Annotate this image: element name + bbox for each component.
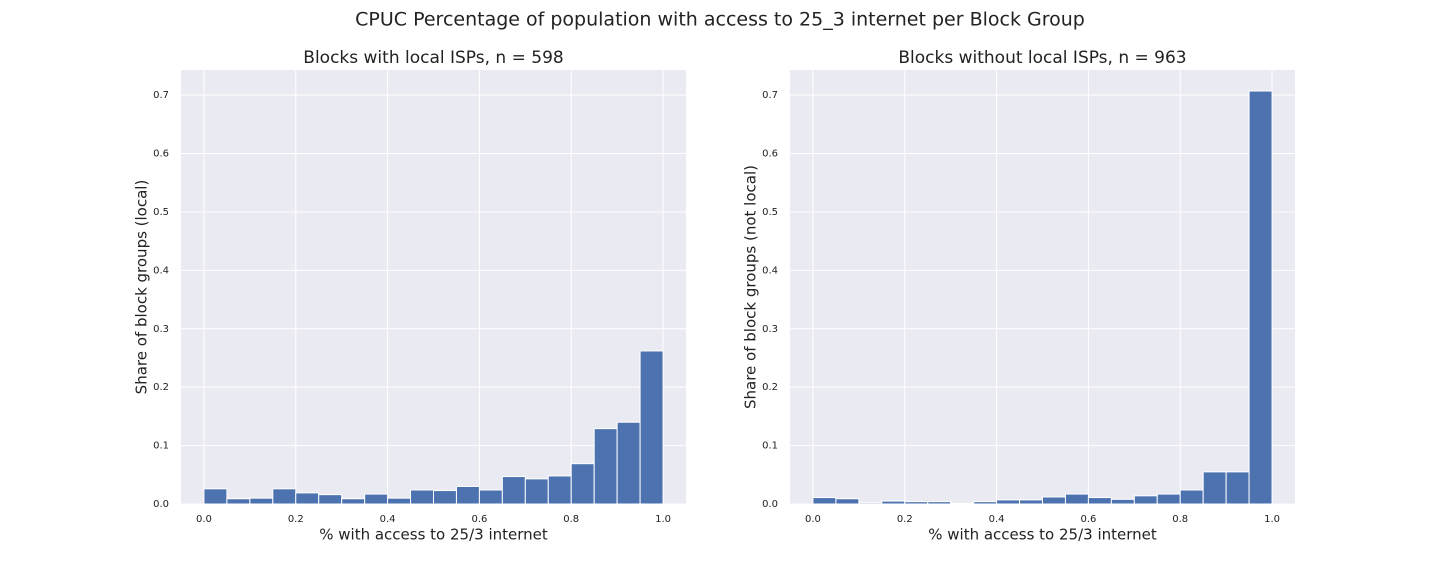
bar <box>364 493 389 505</box>
figure-title: CPUC Percentage of population with acces… <box>355 9 1085 31</box>
y-tick-label: 0.6 <box>762 149 778 160</box>
bar <box>1064 493 1089 505</box>
bar <box>1179 489 1204 505</box>
bar <box>203 488 228 505</box>
bar <box>1156 493 1181 505</box>
bar <box>387 497 412 505</box>
x-axis-label: % with access to 25/3 internet <box>928 526 1157 544</box>
x-tick-label: 0.0 <box>805 514 821 525</box>
x-tick-label: 0.8 <box>563 514 579 525</box>
chart-title: Blocks with local ISPs, n = 598 <box>303 48 563 68</box>
bar <box>318 494 343 505</box>
bar <box>639 350 664 505</box>
bar <box>501 476 526 505</box>
y-axis-label: Share of block groups (local) <box>133 180 151 395</box>
y-tick-label: 0.1 <box>153 441 169 452</box>
bar <box>410 489 434 505</box>
y-tick-label: 0.4 <box>153 265 169 276</box>
bar <box>524 478 549 505</box>
bar <box>272 488 297 505</box>
bar <box>249 497 274 505</box>
y-tick-label: 0.2 <box>153 382 169 393</box>
y-tick-label: 0.5 <box>153 207 169 218</box>
bar <box>1248 90 1273 505</box>
bar <box>455 485 480 505</box>
y-tick-label: 0.6 <box>153 149 169 160</box>
y-tick-label: 0.3 <box>153 324 169 335</box>
y-tick-label: 0.1 <box>762 441 778 452</box>
bar <box>1110 498 1135 505</box>
x-axis-label: % with access to 25/3 internet <box>319 526 548 544</box>
bar <box>1202 471 1227 505</box>
bar <box>570 463 595 505</box>
x-tick-label: 0.6 <box>1080 514 1096 525</box>
x-tick-label: 0.2 <box>288 514 304 525</box>
bar <box>1225 471 1250 505</box>
y-tick-label: 0.7 <box>153 90 169 101</box>
bar <box>341 498 366 505</box>
chart-title: Blocks without local ISPs, n = 963 <box>898 48 1186 68</box>
y-tick-label: 0.2 <box>762 382 778 393</box>
y-axis-label: Share of block groups (not local) <box>742 165 760 409</box>
bar <box>904 501 929 505</box>
bar <box>835 498 860 505</box>
y-tick-label: 0.4 <box>762 265 778 276</box>
bar <box>858 502 883 505</box>
x-tick-label: 0.6 <box>471 514 487 525</box>
bar <box>996 499 1021 505</box>
bar <box>616 421 641 505</box>
bar <box>881 500 906 505</box>
bar <box>1087 497 1112 505</box>
bar <box>950 502 975 505</box>
bar <box>226 498 251 505</box>
x-tick-label: 0.2 <box>897 514 913 525</box>
bar <box>1019 499 1044 505</box>
bar <box>1133 495 1158 505</box>
y-tick-label: 0.3 <box>762 324 778 335</box>
x-tick-label: 0.4 <box>380 514 396 525</box>
bar <box>433 490 457 505</box>
bar <box>927 501 952 505</box>
bar <box>547 475 572 505</box>
bar <box>973 501 998 505</box>
y-tick-label: 0.0 <box>153 499 169 510</box>
x-tick-label: 0.4 <box>989 514 1005 525</box>
x-tick-label: 1.0 <box>655 514 671 525</box>
y-tick-label: 0.5 <box>762 207 778 218</box>
x-tick-label: 0.8 <box>1172 514 1188 525</box>
bar <box>295 492 320 505</box>
x-tick-label: 1.0 <box>1264 514 1280 525</box>
bar <box>593 428 618 505</box>
bar <box>1042 496 1066 505</box>
y-tick-label: 0.7 <box>762 90 778 101</box>
plot-area <box>790 70 1295 504</box>
y-tick-label: 0.0 <box>762 499 778 510</box>
bar <box>478 489 503 505</box>
bar <box>812 497 837 505</box>
x-tick-label: 0.0 <box>196 514 212 525</box>
